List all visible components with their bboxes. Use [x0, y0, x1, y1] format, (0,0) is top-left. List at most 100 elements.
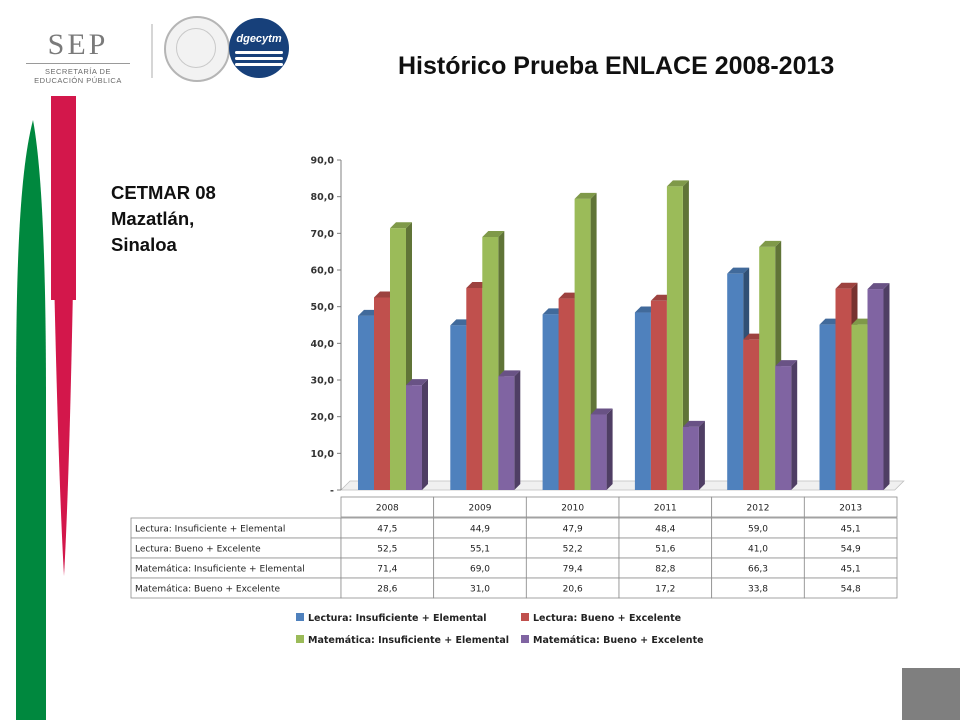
table-value: 54,8	[841, 585, 861, 595]
legend-label: Matemática: Bueno + Excelente	[533, 635, 704, 646]
bar	[466, 287, 483, 490]
bar-side	[883, 283, 890, 490]
bar	[727, 273, 744, 490]
table-value: 47,9	[563, 525, 583, 535]
y-tick-label: 80,0	[311, 192, 335, 203]
page-title: Histórico Prueba ENLACE 2008-2013	[398, 52, 835, 80]
legend-swatch	[296, 635, 304, 643]
bar-top	[574, 192, 597, 199]
bar	[682, 426, 699, 490]
y-tick-label: 30,0	[311, 376, 335, 387]
bar	[498, 376, 515, 490]
table-header-label: 2009	[469, 504, 492, 514]
bar	[759, 246, 776, 490]
bar-top	[835, 282, 858, 289]
wave-icon	[235, 57, 283, 60]
y-tick-label: 70,0	[311, 229, 335, 240]
wave-icon	[235, 63, 283, 66]
bar	[743, 339, 760, 490]
bar	[390, 228, 406, 490]
sep-logo-line1: SECRETARÍA DE	[45, 67, 111, 76]
bar	[558, 298, 575, 490]
table-value: 82,8	[655, 565, 675, 575]
y-tick-label: 40,0	[311, 339, 335, 350]
red-stripe-front	[51, 96, 76, 576]
legend-swatch	[296, 613, 304, 621]
table-value: 20,6	[563, 585, 583, 595]
table-value: 51,6	[655, 545, 675, 555]
bar-top	[590, 408, 613, 415]
bar	[819, 324, 836, 490]
table-value: 47,5	[377, 525, 397, 535]
table-header-cell	[803, 496, 898, 518]
bar	[590, 414, 607, 490]
bar-top	[390, 222, 412, 229]
bar	[374, 297, 390, 490]
legend-swatch	[521, 613, 529, 621]
bar-top	[498, 370, 521, 377]
bar	[634, 312, 651, 490]
bar-top	[727, 267, 750, 274]
table-row-label: Matemática: Bueno + Excelente	[135, 585, 281, 595]
sep-logo-word: SEP	[47, 28, 109, 61]
table-value: 79,4	[563, 565, 583, 575]
table-value: 48,4	[655, 525, 675, 535]
bar	[574, 198, 591, 490]
green-stripe	[16, 120, 46, 720]
table-header-label: 2008	[376, 504, 399, 514]
legend-label: Lectura: Bueno + Excelente	[533, 613, 681, 624]
caption-line-3: Sinaloa	[111, 234, 177, 255]
bar	[867, 289, 884, 490]
table-cell	[803, 577, 898, 599]
bar-side	[514, 370, 521, 490]
y-tick-label: -	[330, 486, 334, 497]
table-value: 71,4	[377, 565, 397, 575]
legend-swatch	[521, 635, 529, 643]
corner-block	[902, 668, 960, 720]
table-header-label: 2010	[561, 504, 584, 514]
bar-side	[422, 379, 428, 490]
bar-top	[867, 283, 890, 290]
bar	[851, 324, 868, 490]
national-seal-icon	[164, 16, 230, 82]
bar	[542, 314, 559, 490]
table-value: 55,1	[470, 545, 490, 555]
y-tick-label: 10,0	[311, 449, 335, 460]
table-value: 17,2	[655, 585, 675, 595]
table-value: 45,1	[841, 565, 861, 575]
table-header-label: 2012	[747, 504, 770, 514]
bar-top	[482, 231, 505, 237]
bar-top	[775, 360, 798, 367]
table-header-label: 2011	[654, 504, 677, 514]
bar-side	[698, 420, 705, 490]
bar	[482, 237, 499, 490]
table-row-label: Lectura: Bueno + Excelente	[135, 545, 261, 555]
table-value: 31,0	[470, 585, 490, 595]
table-value: 69,0	[470, 565, 490, 575]
table-value: 52,5	[377, 545, 397, 555]
table-value: 28,6	[377, 585, 397, 595]
bar	[450, 325, 467, 490]
table-value: 59,0	[748, 525, 768, 535]
school-caption: CETMAR 08 Mazatlán, Sinaloa	[111, 180, 216, 258]
table-value: 45,1	[841, 525, 861, 535]
bar	[666, 186, 683, 490]
bar	[406, 385, 422, 490]
y-tick-label: 90,0	[311, 156, 335, 167]
table-value: 54,9	[841, 545, 861, 555]
bar-top	[682, 420, 705, 427]
seal-inner-ring	[176, 28, 216, 68]
caption-line-1: CETMAR 08	[111, 182, 216, 203]
bar	[650, 300, 667, 490]
bar-top	[406, 379, 428, 386]
bar-side	[682, 180, 689, 490]
bar	[775, 366, 792, 490]
dgecytm-logo: dgecytm	[229, 18, 289, 78]
table-row-label: Matemática: Insuficiente + Elemental	[135, 565, 305, 575]
bar-top	[759, 240, 782, 247]
bar-side	[606, 408, 613, 490]
table-value: 44,9	[470, 525, 490, 535]
wave-icon	[235, 51, 283, 54]
